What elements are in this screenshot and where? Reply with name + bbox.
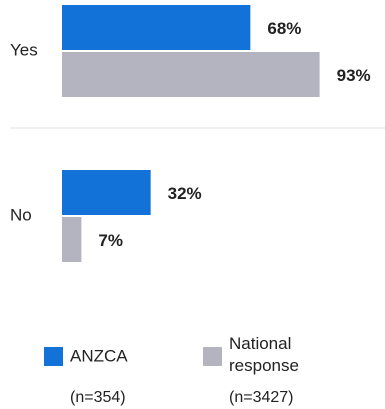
category-label: Yes [10, 40, 38, 59]
bar [62, 170, 151, 215]
legend-note: (n=3427) [229, 389, 294, 406]
bar [62, 5, 251, 50]
bar [62, 217, 82, 262]
category-label: No [10, 205, 32, 224]
value-label: 7% [98, 231, 123, 250]
value-label: 68% [267, 19, 301, 38]
bar [62, 52, 320, 97]
legend-label: ANZCA [70, 346, 128, 365]
value-label: 93% [337, 66, 371, 85]
legend-label: National response [229, 334, 299, 375]
value-label: 32% [168, 184, 202, 203]
legend-swatch [44, 347, 63, 366]
legend-note: (n=354) [70, 389, 126, 406]
legend-swatch [203, 347, 222, 366]
